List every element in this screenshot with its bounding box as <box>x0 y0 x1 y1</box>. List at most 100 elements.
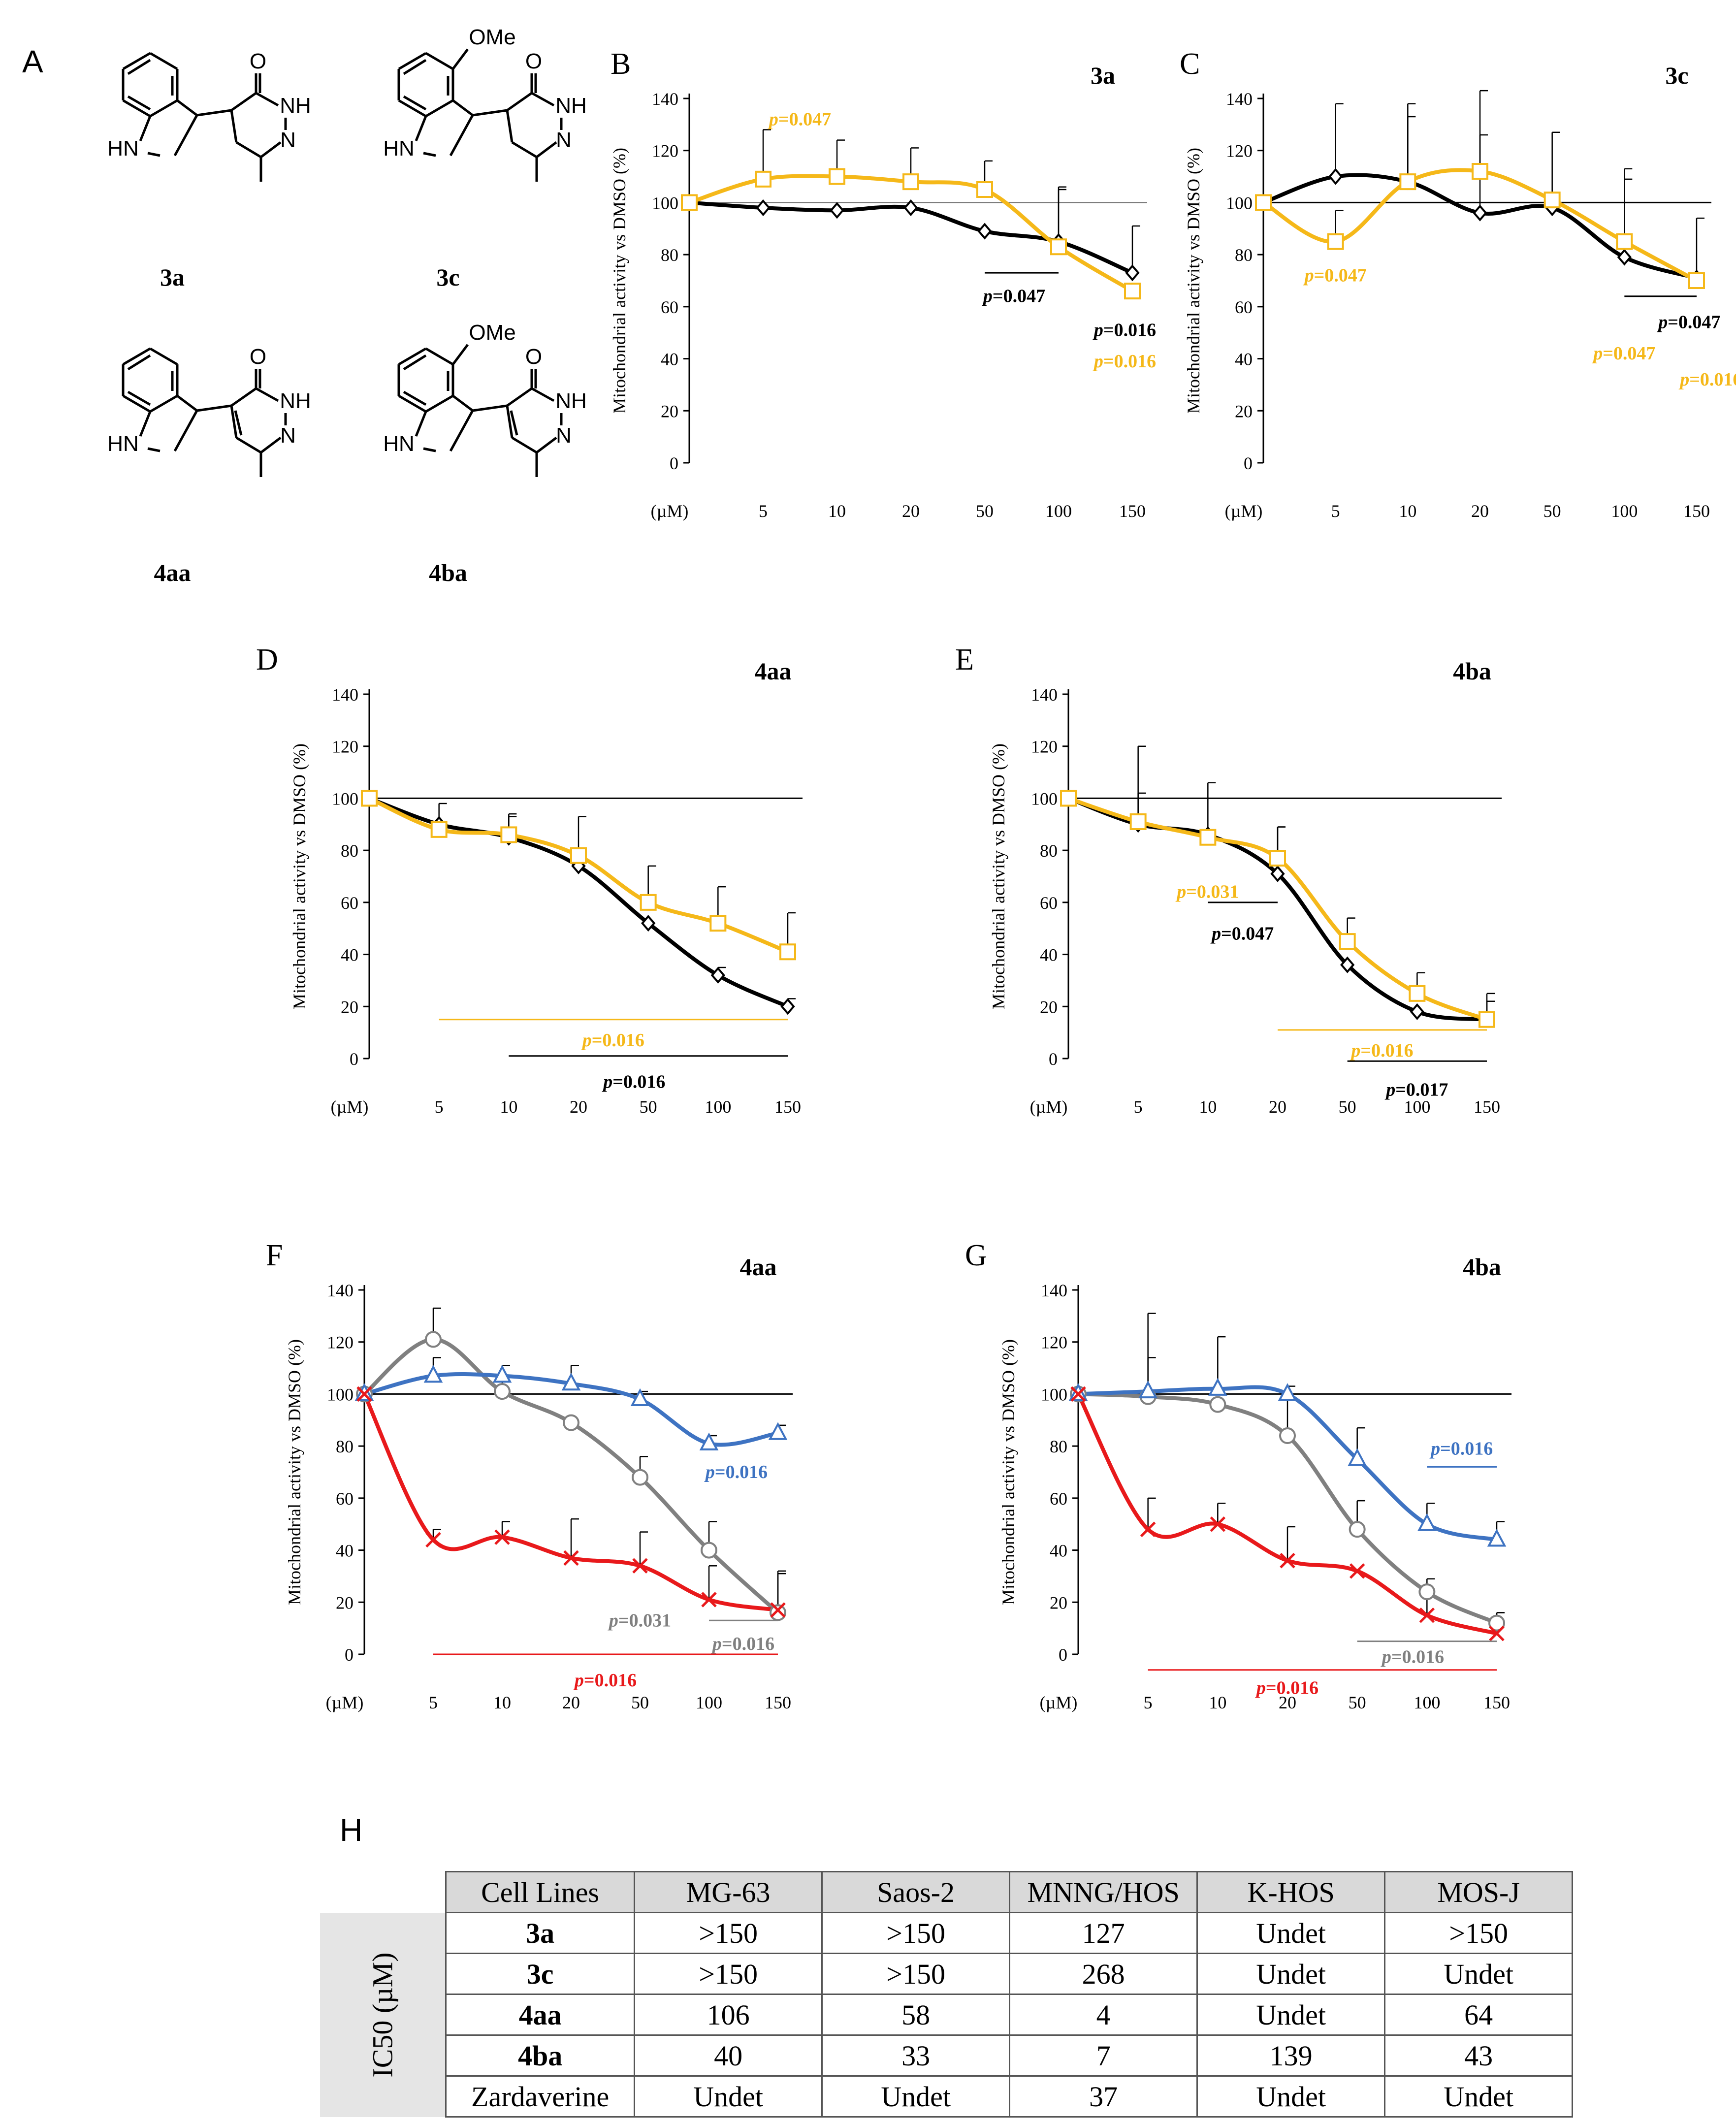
p-value: =0.016 <box>584 1670 637 1691</box>
data-point-yellow <box>1688 272 1705 289</box>
data-point-red <box>1140 1521 1156 1538</box>
panel-letter-a: A <box>22 44 43 79</box>
data-point-yellow <box>976 181 993 198</box>
data-point-gray <box>1209 1396 1226 1413</box>
y-tick-label: 140 <box>1041 1281 1067 1300</box>
chart-d: D 4aa Mitochondrial activity vs DMSO (%) 0 2… <box>256 643 803 1117</box>
p-value-annotation: p=0.016 <box>1350 1040 1413 1061</box>
y-tick-label: 40 <box>341 945 358 965</box>
table-row-header: 4aa <box>445 1994 636 2036</box>
data-point-red <box>1280 1552 1295 1569</box>
y-tick-label: 80 <box>1040 841 1058 861</box>
chart-title: 4aa <box>755 657 792 685</box>
data-point-yellow <box>430 821 448 838</box>
bond <box>127 390 151 406</box>
table-cell: >150 <box>821 1912 1011 1954</box>
y-tick-label: 20 <box>661 401 678 421</box>
data-point-yellow <box>361 790 378 807</box>
bond <box>510 410 518 436</box>
data-point-yellow <box>755 170 772 188</box>
table-header-cell: Cell Lines <box>445 1871 636 1913</box>
p-value: =0.016 <box>1103 351 1156 372</box>
atom-label-o: O <box>525 49 542 73</box>
y-tick-label: 140 <box>652 89 678 109</box>
data-point-yellow <box>1255 194 1272 211</box>
p-value-annotation: p=0.047 <box>768 109 831 129</box>
x-tick-label: 50 <box>976 501 994 521</box>
data-point-blue <box>1138 1380 1157 1399</box>
atom-label-hn: HN <box>107 432 139 456</box>
panel-letter-h: H <box>340 1812 363 1848</box>
bond <box>506 405 514 438</box>
data-point-gray <box>701 1542 717 1559</box>
y-tick-label: 20 <box>1050 1593 1067 1612</box>
bond <box>122 394 151 413</box>
table-cell: >150 <box>821 1953 1011 1995</box>
x-tick-label: 150 <box>774 1097 801 1117</box>
bond <box>472 404 508 412</box>
table-cell: 106 <box>634 1994 823 2036</box>
table-cell: 58 <box>821 1994 1011 2036</box>
marker-stroke <box>563 1550 579 1566</box>
marker-stroke <box>632 1558 648 1574</box>
y-tick-label: 0 <box>670 453 678 473</box>
atom-label-n: N <box>556 128 572 152</box>
bond <box>127 95 151 111</box>
marker-stroke <box>1140 1521 1156 1538</box>
atom-label-o: O <box>525 345 542 369</box>
p-italic: p <box>1657 312 1668 333</box>
atom-label-ome: OMe <box>469 25 515 49</box>
bond <box>425 347 454 366</box>
y-tick-label: 100 <box>1031 789 1058 808</box>
bond <box>139 116 152 141</box>
panel-letter-c: C <box>1180 47 1200 81</box>
bond <box>423 152 436 157</box>
data-point-gray <box>425 1331 442 1348</box>
p-italic: p <box>982 286 993 307</box>
bond <box>423 447 436 452</box>
bond <box>147 447 161 452</box>
bond <box>398 99 427 118</box>
x-tick-label: 5 <box>435 1097 444 1117</box>
p-italic: p <box>1303 265 1314 286</box>
table-row: Zardaverine Undet Undet 37 Undet Undet <box>320 2075 1574 2118</box>
bond <box>536 141 557 158</box>
p-value-annotation: p=0.047 <box>1303 265 1367 286</box>
y-tick-label: 80 <box>1050 1437 1067 1456</box>
p-value: =0.016 <box>722 1634 774 1654</box>
bond <box>506 110 514 143</box>
y-axis-label: Mitochondrial activity vs DMSO (%) <box>289 743 309 1009</box>
p-value: =0.016 <box>1391 1646 1444 1667</box>
p-value: =0.047 <box>1221 923 1274 944</box>
table-cell: 139 <box>1196 2034 1386 2077</box>
p-italic: p <box>711 1634 722 1654</box>
chart-title: 3c <box>1665 62 1688 89</box>
p-italic: p <box>602 1072 612 1093</box>
x-tick-label: 100 <box>696 1693 722 1712</box>
bond <box>415 116 427 141</box>
atom-label-ome: OMe <box>469 321 515 345</box>
y-tick-label: 80 <box>1235 245 1253 265</box>
data-point-yellow <box>902 173 919 191</box>
data-point-yellow <box>829 168 845 185</box>
bond <box>122 347 151 366</box>
data-point-red <box>563 1550 579 1566</box>
bond <box>403 59 427 75</box>
data-point-red <box>770 1602 786 1618</box>
bond <box>230 387 257 407</box>
y-tick-label: 120 <box>327 1333 354 1352</box>
marker-stroke <box>356 1386 372 1402</box>
data-point-yellow <box>1479 1011 1495 1028</box>
p-value: =0.047 <box>1603 343 1655 364</box>
bond <box>511 436 538 454</box>
x-tick-label: 20 <box>570 1097 587 1117</box>
p-value-annotation: p=0.016 <box>1255 1678 1318 1699</box>
data-point-black <box>756 199 771 217</box>
y-tick-label: 40 <box>1235 350 1253 369</box>
bond <box>149 394 178 413</box>
marker-stroke <box>770 1602 786 1618</box>
data-point-yellow <box>1339 933 1356 950</box>
bond <box>235 141 262 159</box>
x-tick-label: 150 <box>765 1693 791 1712</box>
data-point-black <box>977 223 992 240</box>
